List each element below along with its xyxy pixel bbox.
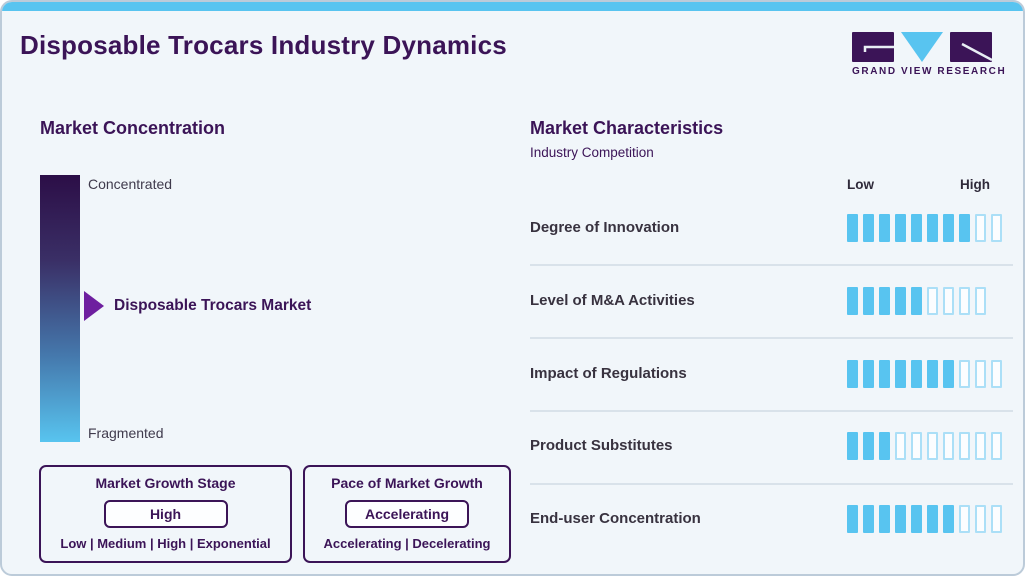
tick-filled xyxy=(879,432,890,460)
tick-empty xyxy=(991,214,1002,242)
tick-filled xyxy=(911,214,922,242)
scale-low-label: Low xyxy=(847,177,874,192)
tick-filled xyxy=(863,214,874,242)
tick-empty xyxy=(959,432,970,460)
logo-text: GRAND VIEW RESEARCH xyxy=(852,66,1007,77)
tick-filled xyxy=(863,432,874,460)
market-growth-stage-box: Market Growth Stage High Low | Medium | … xyxy=(39,465,292,563)
characteristic-label: Impact of Regulations xyxy=(530,365,687,382)
tick-filled xyxy=(863,287,874,315)
tick-filled xyxy=(879,360,890,388)
tick-empty xyxy=(975,214,986,242)
market-pointer-label: Disposable Trocars Market xyxy=(114,297,312,314)
industry-competition-subtitle: Industry Competition xyxy=(530,145,654,160)
tick-filled xyxy=(895,360,906,388)
scale-high-label: High xyxy=(960,177,990,192)
tick-empty xyxy=(975,432,986,460)
tick-empty xyxy=(959,360,970,388)
pace-value: Accelerating xyxy=(345,499,469,528)
tick-empty xyxy=(959,287,970,315)
tick-filled xyxy=(879,287,890,315)
concentration-gradient-bar xyxy=(40,175,80,442)
pace-title: Pace of Market Growth xyxy=(331,475,483,491)
characteristic-label: Level of M&A Activities xyxy=(530,292,695,309)
tick-empty xyxy=(975,505,986,533)
tick-filled xyxy=(895,214,906,242)
characteristic-row: Product Substitutes xyxy=(530,432,1013,460)
market-concentration-title: Market Concentration xyxy=(40,118,226,138)
characteristic-row: End-user Concentration xyxy=(530,505,1013,533)
row-separator xyxy=(530,337,1013,339)
tick-empty xyxy=(959,505,970,533)
top-accent-bar xyxy=(2,2,1023,11)
tick-empty xyxy=(991,432,1002,460)
characteristic-row: Degree of Innovation xyxy=(530,214,1013,242)
tick-empty xyxy=(975,287,986,315)
characteristic-label: Degree of Innovation xyxy=(530,219,680,236)
characteristic-row: Impact of Regulations xyxy=(530,360,1013,388)
tick-filled xyxy=(847,360,858,388)
tick-empty xyxy=(975,360,986,388)
tick-filled xyxy=(927,214,938,242)
tick-filled xyxy=(911,360,922,388)
tick-filled xyxy=(895,505,906,533)
rating-ticks xyxy=(847,360,1002,388)
tick-filled xyxy=(911,505,922,533)
concentrated-label: Concentrated xyxy=(88,176,173,192)
tick-filled xyxy=(943,214,954,242)
tick-empty xyxy=(927,287,938,315)
tick-filled xyxy=(847,432,858,460)
fragmented-label: Fragmented xyxy=(88,425,164,441)
characteristic-row: Level of M&A Activities xyxy=(530,287,1013,315)
tick-filled xyxy=(927,505,938,533)
tick-filled xyxy=(847,287,858,315)
tick-filled xyxy=(879,214,890,242)
tick-empty xyxy=(943,432,954,460)
rating-ticks xyxy=(847,214,1002,242)
rating-ticks xyxy=(847,432,1002,460)
tick-empty xyxy=(911,432,922,460)
growth-stage-title: Market Growth Stage xyxy=(95,475,236,491)
tick-filled xyxy=(943,505,954,533)
tick-filled xyxy=(943,360,954,388)
rating-ticks xyxy=(847,287,986,315)
characteristic-label: End-user Concentration xyxy=(530,510,701,527)
row-separator xyxy=(530,410,1013,412)
tick-filled xyxy=(847,214,858,242)
row-separator xyxy=(530,264,1013,266)
gvr-logo: GRAND VIEW RESEARCH xyxy=(852,31,1007,77)
rating-ticks xyxy=(847,505,1002,533)
growth-stage-options: Low | Medium | High | Exponential xyxy=(60,536,271,551)
tick-filled xyxy=(895,287,906,315)
tick-filled xyxy=(879,505,890,533)
tick-empty xyxy=(991,360,1002,388)
gvr-logo-icon xyxy=(852,32,992,62)
tick-filled xyxy=(927,360,938,388)
market-characteristics-title: Market Characteristics xyxy=(530,118,724,138)
tick-empty xyxy=(943,287,954,315)
pace-options: Accelerating | Decelerating xyxy=(323,536,491,551)
tick-empty xyxy=(927,432,938,460)
tick-filled xyxy=(911,287,922,315)
tick-empty xyxy=(895,432,906,460)
tick-filled xyxy=(863,505,874,533)
row-separator xyxy=(530,483,1013,485)
tick-filled xyxy=(847,505,858,533)
tick-filled xyxy=(959,214,970,242)
tick-empty xyxy=(991,505,1002,533)
pace-of-growth-box: Pace of Market Growth Accelerating Accel… xyxy=(303,465,511,563)
tick-filled xyxy=(863,360,874,388)
page-title: Disposable Trocars Industry Dynamics xyxy=(20,30,507,60)
pointer-arrow-icon xyxy=(84,291,104,321)
characteristic-label: Product Substitutes xyxy=(530,437,673,454)
growth-stage-value: High xyxy=(103,499,228,528)
